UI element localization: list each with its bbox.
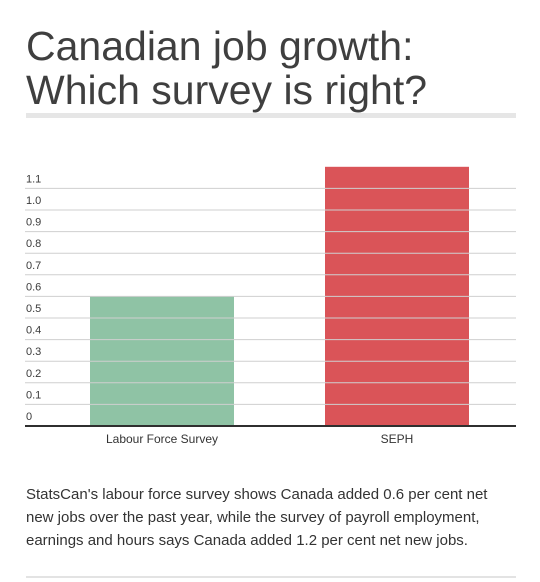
chart-title-line-2: Which survey is right?: [26, 67, 428, 113]
bar-chart: 0 0.1 0.2 0.3 0.4 0.5 0.6 0.7 0.8 0.9 1.0 1.1 Labour…: [25, 166, 516, 446]
y-tick-label: 0: [26, 411, 32, 423]
chart-caption: StatsCan's labour force survey shows Can…: [26, 486, 488, 549]
y-tick-label: 1.0: [26, 195, 41, 207]
x-tick-label: SEPH: [381, 432, 414, 446]
chart-title-line-1: Canadian job growth:: [26, 23, 414, 69]
chart-title: Canadian job growth: Which survey is rig…: [26, 24, 516, 112]
x-tick-label: Labour Force Survey: [106, 432, 218, 446]
y-tick-label: 0.5: [26, 303, 41, 315]
y-tick-label: 0.1: [26, 389, 41, 401]
y-tick-label: 0.9: [26, 217, 41, 229]
bottom-divider: [26, 576, 516, 578]
y-tick-label: 1.1: [26, 173, 41, 185]
y-tick-label: 0.3: [26, 346, 41, 358]
top-divider: [26, 113, 516, 118]
y-tick-label: 0.7: [26, 260, 41, 272]
y-tick-label: 0.8: [26, 238, 41, 250]
y-tick-label: 0.4: [26, 325, 41, 337]
y-tick-label: 0.2: [26, 368, 41, 380]
y-tick-label: 0.6: [26, 281, 41, 293]
